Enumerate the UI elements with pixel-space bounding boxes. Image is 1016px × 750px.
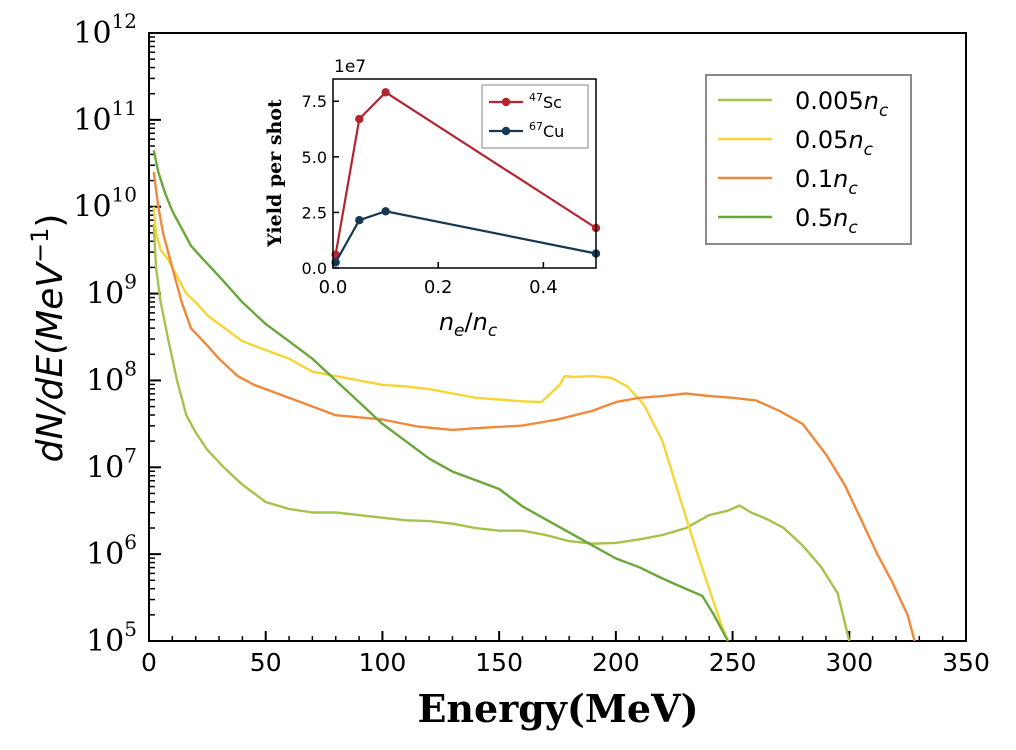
main-xtick-label: 50 bbox=[250, 648, 282, 677]
main-plot-frame bbox=[148, 32, 967, 642]
inset-series-marker bbox=[381, 88, 390, 97]
main-ytick-label: 1010 bbox=[73, 183, 137, 225]
inset-series-marker bbox=[381, 207, 390, 216]
main-xtick-label: 200 bbox=[592, 648, 640, 677]
inset-xtick-label: 0.2 bbox=[424, 277, 453, 298]
inset-xlabel-sub1: e bbox=[454, 321, 464, 341]
main-ytick-label: 109 bbox=[86, 270, 137, 312]
inset-legend-marker bbox=[501, 126, 511, 136]
main-xtick-label: 150 bbox=[475, 648, 523, 677]
inset-ytick-label: 2.5 bbox=[302, 203, 327, 222]
inset-legend-label: 67Cu bbox=[529, 120, 564, 141]
main-ytick-label: 108 bbox=[86, 356, 137, 398]
main-legend-label: 0.5nc bbox=[795, 204, 858, 238]
main-ytick-label: 106 bbox=[86, 530, 137, 572]
main-ylabel-close: ) bbox=[30, 214, 71, 228]
inset-ytick-label: 5.0 bbox=[302, 148, 327, 167]
inset-series-line bbox=[334, 210, 597, 263]
inset-xlabel: ne/nc bbox=[439, 308, 498, 341]
inset-xlabel-sub2: c bbox=[488, 321, 498, 341]
inset-series-marker bbox=[355, 114, 364, 124]
main-ylabel: dN/dE(MeV−1) bbox=[26, 214, 71, 463]
inset-ytick-label: 7.5 bbox=[302, 92, 327, 111]
main-xtick-label: 250 bbox=[709, 648, 757, 677]
inset-xlabel-var1: n bbox=[439, 308, 454, 336]
main-legend-label: 0.1nc bbox=[795, 165, 858, 199]
inset-legend-marker bbox=[501, 97, 511, 107]
inset-series-marker bbox=[355, 215, 364, 225]
main-xtick-label: 350 bbox=[942, 648, 990, 677]
main-ytick-label: 107 bbox=[86, 443, 137, 485]
main-ytick-label: 105 bbox=[86, 617, 137, 659]
inset-legend-frame bbox=[481, 84, 589, 149]
main-series-line bbox=[152, 206, 730, 642]
main-xtick-label: 300 bbox=[825, 648, 873, 677]
main-xtick-label: 100 bbox=[359, 648, 407, 677]
inset-xlabel-sep: / bbox=[465, 308, 474, 336]
inset-xlabel-var2: n bbox=[473, 308, 488, 336]
inset-ylabel: Yield per shot bbox=[264, 99, 286, 248]
inset-plot-frame bbox=[332, 78, 597, 269]
main-xtick-label: 0 bbox=[141, 648, 157, 677]
main-ylabel-exponent: −1 bbox=[26, 228, 54, 263]
main-series-line bbox=[152, 150, 729, 642]
inset-series-line bbox=[334, 90, 597, 255]
main-ytick-label: 1011 bbox=[73, 96, 137, 138]
main-series-line bbox=[152, 224, 851, 642]
inset-xtick-label: 0.4 bbox=[529, 277, 558, 298]
main-xlabel: Energy(MeV) bbox=[417, 686, 698, 731]
inset-legend-label: 47Sc bbox=[529, 91, 562, 112]
inset-xtick-label: 0.0 bbox=[319, 277, 348, 298]
inset-ytick-label: 0.0 bbox=[302, 259, 327, 278]
inset-multiplier: 1e7 bbox=[334, 57, 366, 77]
main-legend-label: 0.05nc bbox=[795, 126, 874, 160]
main-legend-label: 0.005nc bbox=[795, 87, 889, 121]
main-ylabel-main: dN/dE(MeV bbox=[30, 261, 71, 463]
main-series-line bbox=[152, 171, 916, 642]
main-ytick-label: 1012 bbox=[73, 9, 137, 51]
